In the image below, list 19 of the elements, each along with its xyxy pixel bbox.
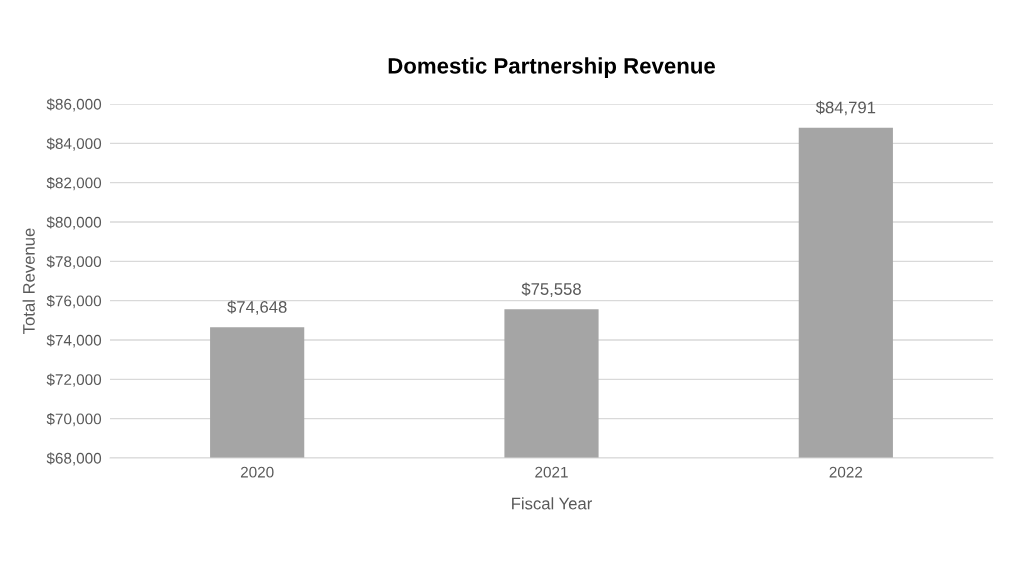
x-tick-label: 2020	[240, 466, 274, 478]
y-tick-label: $86,000	[46, 98, 102, 112]
x-tick-label: 2021	[535, 466, 568, 478]
y-axis-title: Total Revenue	[22, 228, 35, 334]
y-tick-label: $80,000	[46, 216, 102, 230]
y-tick-label: $74,000	[46, 334, 102, 348]
y-tick-label: $82,000	[46, 176, 102, 191]
data-label: $74,648	[227, 300, 287, 315]
y-tick-label: $68,000	[46, 452, 102, 466]
y-tick-label: $78,000	[46, 255, 102, 269]
chart-title: Domestic Partnership Revenue	[388, 57, 715, 79]
y-tick-label: $70,000	[46, 412, 102, 427]
data-label: $84,791	[815, 100, 876, 116]
x-tick-label: 2022	[829, 466, 863, 478]
y-tick-label: $76,000	[46, 294, 102, 309]
y-tick-label: $84,000	[46, 137, 102, 151]
x-axis-title: Fiscal Year	[512, 497, 592, 510]
y-tick-label: $72,000	[46, 373, 102, 387]
data-label: $75,558	[521, 282, 581, 297]
